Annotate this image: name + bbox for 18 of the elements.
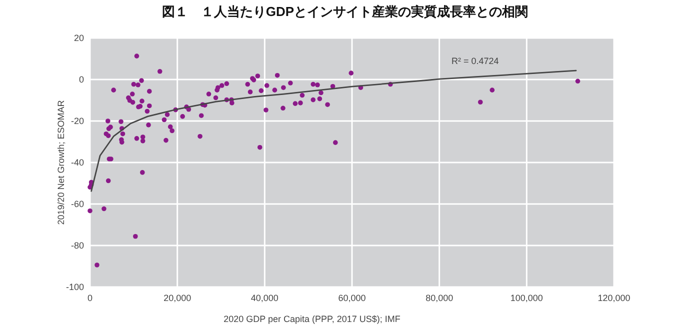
y-tick-label: 0 (78, 74, 84, 84)
x-tick-label: 0 (87, 293, 93, 303)
x-tick-label: 20,000 (164, 293, 192, 303)
x-tick-label: 80,000 (426, 293, 454, 303)
x-tick-label: 100,000 (510, 293, 543, 303)
x-axis-title: 2020 GDP per Capita (PPP, 2017 US$); IMF (224, 314, 401, 324)
y-tick-label: -20 (70, 116, 84, 126)
chart-title: 図１ １人当たりGDPとインサイト産業の実質成長率との相関 (162, 4, 528, 19)
x-tick-label: 60,000 (338, 293, 366, 303)
y-tick-label: -60 (70, 199, 84, 209)
y-tick-label: -80 (70, 240, 84, 250)
x-tick-label: 40,000 (250, 293, 278, 303)
x-tick-label: 120,000 (598, 293, 630, 303)
y-axis-title: 2019/20 Net Growth; ESOMAR (56, 100, 66, 225)
y-tick-label: -40 (70, 158, 84, 168)
y-tick-label: -100 (66, 282, 84, 292)
annotation: R² = 0.4724 (452, 56, 499, 66)
y-tick-label: 20 (74, 33, 84, 43)
